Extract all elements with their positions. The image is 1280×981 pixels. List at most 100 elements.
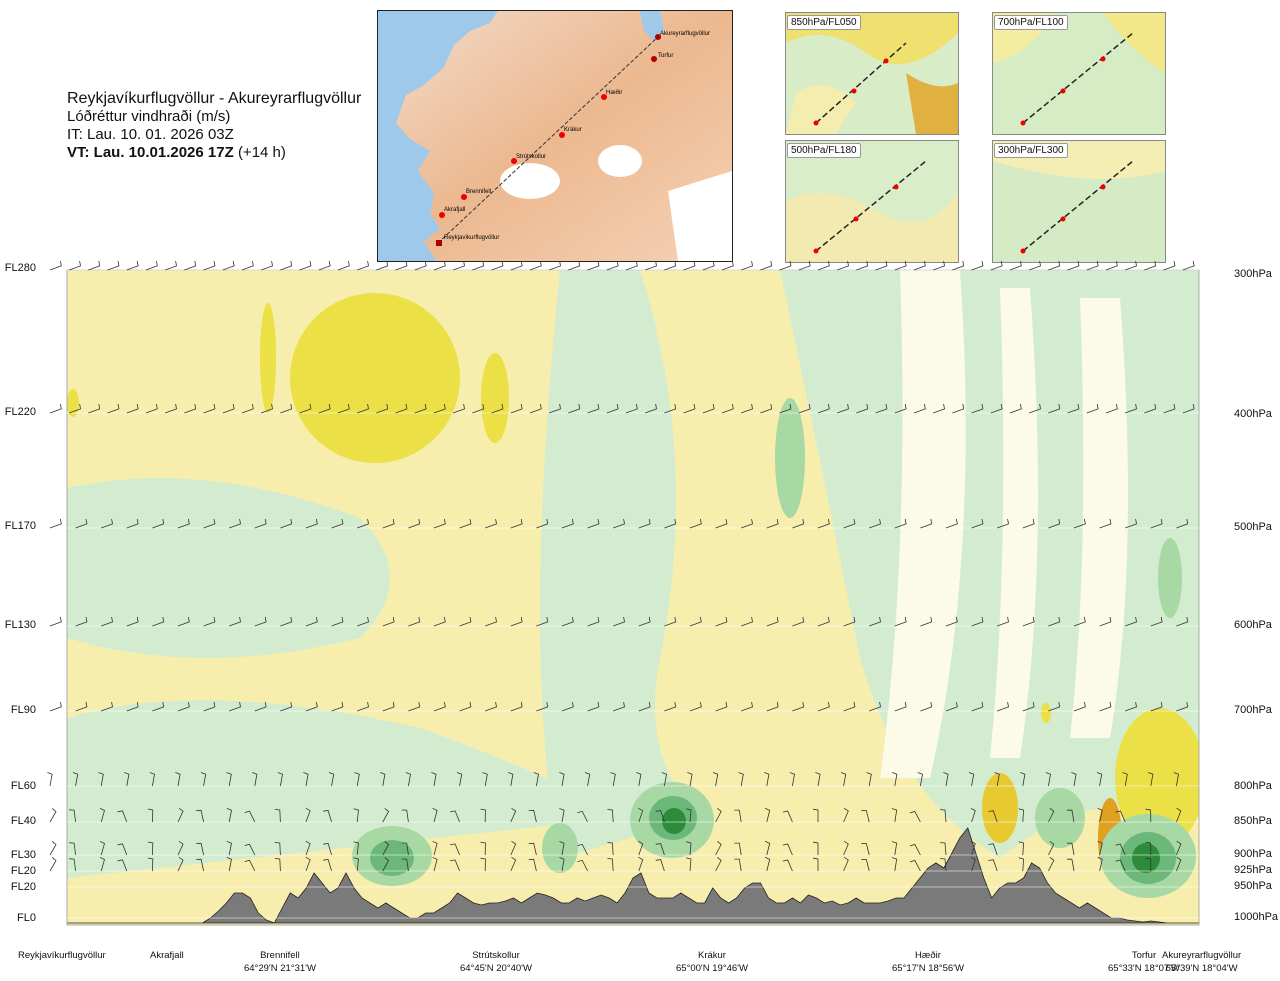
- wind-barb: [450, 810, 460, 823]
- wind-barb: [1099, 518, 1112, 529]
- wind-barb: [721, 260, 734, 271]
- wind-barb: [203, 518, 216, 529]
- wind-barb: [107, 260, 120, 271]
- wind-barb: [382, 808, 390, 823]
- wind-barb: [734, 809, 742, 823]
- level-map-500[interactable]: 500hPa/FL180: [785, 140, 959, 263]
- level-map-label: 300hPa/FL300: [994, 143, 1068, 158]
- wind-barb: [856, 403, 869, 414]
- wind-barb: [952, 260, 965, 271]
- wind-barb: [1145, 808, 1152, 823]
- wind-barb: [792, 701, 805, 712]
- wind-barb: [203, 616, 216, 627]
- wind-barb: [861, 842, 870, 856]
- wind-barb: [782, 843, 793, 856]
- wind-barb: [866, 772, 872, 787]
- level-map-300[interactable]: 300hPa/FL300: [992, 140, 1166, 263]
- waypoint-label: Reykjavíkurflugvöllur: [18, 950, 106, 961]
- wind-barb: [337, 260, 350, 271]
- wind-barb: [491, 260, 504, 271]
- wind-barb: [869, 701, 881, 712]
- wind-barb: [715, 856, 722, 872]
- wind-barb: [261, 260, 273, 271]
- wind-barb: [892, 772, 898, 787]
- wind-barb: [126, 701, 139, 712]
- wind-barb: [997, 701, 1009, 712]
- wind-barb: [638, 518, 651, 529]
- wind-barb: [184, 403, 197, 414]
- wind-barb: [715, 518, 728, 529]
- wind-barb: [376, 403, 389, 414]
- wind-barb: [909, 859, 921, 872]
- wind-barb: [117, 843, 128, 856]
- wind-barb: [760, 260, 773, 271]
- wind-barb: [607, 858, 614, 872]
- wind-barb: [840, 772, 847, 787]
- wind-barb: [549, 403, 561, 414]
- vertical-velocity-field: [67, 270, 1199, 925]
- wind-barb: [789, 772, 795, 787]
- wind-barb: [331, 701, 344, 712]
- wind-barb: [529, 260, 542, 271]
- wind-barb: [990, 260, 1003, 271]
- wind-barb: [280, 701, 293, 712]
- wind-barb: [782, 810, 793, 823]
- wind-barb: [945, 518, 958, 529]
- wind-barb: [655, 859, 665, 872]
- wind-barb: [686, 841, 692, 856]
- wind-barb: [664, 403, 677, 414]
- wind-barb: [254, 616, 267, 627]
- wind-barb: [395, 403, 408, 414]
- hpa-label: 400hPa: [1234, 408, 1272, 420]
- wind-barb: [88, 403, 101, 414]
- wind-barb: [686, 857, 692, 872]
- wind-barb: [843, 807, 849, 823]
- wind-barb: [274, 809, 281, 823]
- wind-barb: [124, 772, 130, 787]
- wind-barb: [817, 260, 830, 271]
- wind-barb: [450, 859, 460, 872]
- wind-barb: [305, 840, 311, 856]
- map-point-reykjavik: [436, 240, 442, 246]
- wind-barb: [843, 701, 856, 712]
- wind-barb: [1125, 260, 1137, 271]
- valid-time: VT: Lau. 10.01.2026 17Z: [67, 144, 234, 161]
- wind-barb: [764, 772, 770, 787]
- wind-barb: [764, 856, 771, 872]
- wind-barb: [1122, 772, 1128, 787]
- level-map-850[interactable]: 850hPa/FL050: [785, 12, 959, 135]
- wind-barb: [305, 616, 318, 627]
- wind-barb: [1086, 403, 1099, 414]
- waypoint-label: Torfur 65°33'N 18°07'W: [1108, 950, 1180, 974]
- wind-barb: [510, 807, 517, 823]
- wind-barb: [331, 616, 344, 627]
- wind-barb: [715, 701, 728, 712]
- wind-barb: [875, 403, 888, 414]
- level-map-700[interactable]: 700hPa/FL100: [992, 12, 1166, 135]
- wind-barb: [318, 260, 331, 271]
- fl-label: FL280: [4, 262, 36, 274]
- wind-barb: [305, 701, 318, 712]
- map-point-brennifell: [461, 194, 467, 200]
- wind-barb: [577, 843, 588, 856]
- wind-barb: [945, 616, 958, 627]
- wind-barb: [147, 857, 154, 872]
- issue-time: IT: Lau. 10. 01. 2026 03Z: [67, 126, 234, 143]
- wind-barb: [1048, 840, 1055, 856]
- wind-barb: [891, 808, 898, 823]
- wind-barb: [584, 772, 591, 787]
- wind-barb: [536, 616, 549, 627]
- map-label-strutskollur: Strútskollur: [516, 154, 546, 160]
- fl-label: FL60: [10, 780, 36, 792]
- wind-barb: [382, 616, 395, 627]
- map-label-brennifell: Brennifell: [466, 189, 491, 195]
- wind-barb: [843, 518, 856, 529]
- wind-barb: [88, 260, 101, 271]
- wind-barb: [587, 616, 600, 627]
- wind-barb: [261, 403, 273, 414]
- wind-barb: [891, 857, 898, 872]
- wind-barb: [536, 701, 549, 712]
- wind-barb: [607, 842, 614, 856]
- wind-barb: [432, 856, 438, 872]
- wind-barb: [1020, 772, 1026, 787]
